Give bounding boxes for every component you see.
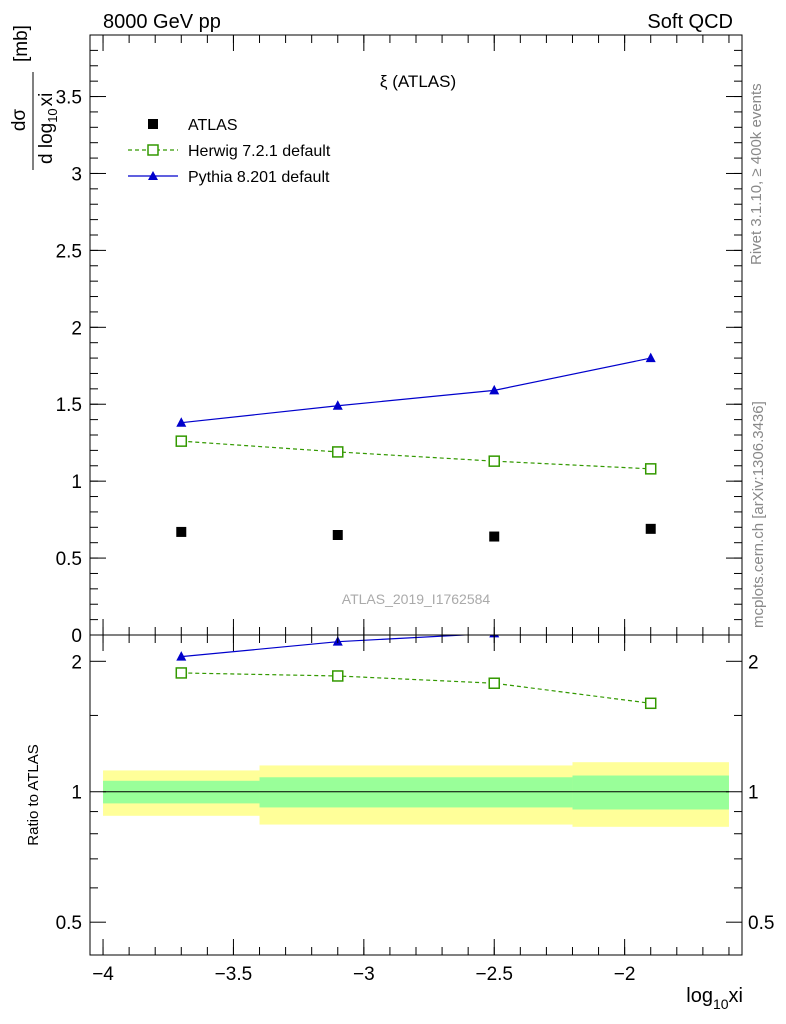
stat-band-2	[572, 775, 729, 810]
legend-item-pythia: Pythia 8.201 default	[128, 169, 330, 186]
main-y-axis-label: dσ d log10xi [mb]	[9, 25, 60, 170]
ratio-bands	[103, 762, 729, 827]
legend-label-pythia: Pythia 8.201 default	[188, 169, 330, 186]
ratio-y-axis-label: Ratio to ATLAS	[25, 744, 42, 845]
main-point-1-3	[644, 463, 657, 475]
main-ytick-label-4: 2	[71, 318, 82, 339]
legend: ATLAS Herwig 7.2.1 default Pythia 8.201 …	[128, 117, 331, 186]
main-point-0-2	[489, 531, 500, 542]
legend-item-atlas: ATLAS	[148, 117, 238, 134]
legend-marker-pythia	[148, 171, 158, 180]
main-point-1-1	[332, 446, 344, 458]
main-ytick-label-2: 1	[71, 472, 82, 493]
legend-label-atlas: ATLAS	[188, 117, 238, 134]
main-ytick-label-3: 1.5	[56, 395, 82, 416]
main-point-2-3	[645, 352, 656, 363]
main-line-1	[181, 440, 651, 470]
ratio-ytick-label-right-1: 1	[748, 783, 759, 804]
x-tick-label-2: −3	[353, 964, 375, 985]
rivet-label: Rivet 3.1.10, ≥ 400k events	[748, 83, 765, 265]
ratio-ytick-label-left-1: 1	[71, 783, 82, 804]
ratio-point-0-2	[488, 677, 500, 689]
ratio-ytick-label-left-2: 2	[71, 652, 82, 673]
mcplots-label: mcplots.cern.ch [arXiv:1306.3436]	[750, 401, 767, 628]
main-point-1-2	[488, 455, 500, 467]
main-point-0-3	[645, 523, 656, 534]
main-ytick-label-0: 0	[71, 626, 82, 647]
legend-marker-atlas	[148, 119, 158, 129]
header-left: 8000 GeV pp	[103, 11, 221, 33]
main-point-1-0	[175, 435, 188, 447]
ratio-point-0-1	[332, 670, 344, 682]
legend-label-herwig: Herwig 7.2.1 default	[188, 143, 331, 160]
y-label-unit: [mb]	[11, 25, 32, 62]
ratio-point-0-3	[644, 697, 657, 710]
main-ytick-label-7: 3.5	[56, 88, 82, 109]
legend-item-herwig: Herwig 7.2.1 default	[128, 143, 331, 160]
x-tick-label-3: −2.5	[475, 964, 513, 985]
analysis-watermark: ATLAS_2019_I1762584	[342, 591, 491, 607]
main-point-2-2	[489, 384, 500, 395]
x-tick-label-4: −2	[614, 964, 636, 985]
main-point-2-1	[332, 400, 343, 410]
plot-title: ξ (ATLAS)	[380, 72, 456, 91]
legend-marker-herwig	[147, 144, 159, 156]
y-label-numerator: dσ	[9, 109, 30, 132]
ratio-panel: −4 −3.5 −3 −2.5 −2 0.5 0.5 1 1 2 2	[56, 606, 774, 985]
main-panel: 0 0.5 1 1.5 2 2.5 3 3.5	[56, 34, 743, 647]
main-ytick-label-1: 0.5	[56, 549, 82, 570]
main-ytick-label-5: 2.5	[56, 241, 82, 262]
x-tick-label-1: −3.5	[215, 964, 253, 985]
ratio-point-1-0	[176, 651, 187, 661]
stat-band-1	[259, 777, 573, 808]
ratio-point-1-3	[646, 606, 656, 616]
ratio-ytick-label-right-2: 2	[748, 652, 759, 673]
main-point-0-1	[332, 530, 343, 540]
ratio-series	[175, 606, 657, 710]
ratio-line-0	[181, 672, 651, 704]
y-label-denominator: d log10xi	[36, 93, 60, 164]
x-tick-label-0: −4	[92, 964, 114, 985]
header-right: Soft QCD	[647, 11, 733, 33]
main-line-2	[181, 357, 651, 424]
main-point-0-0	[176, 526, 187, 537]
main-point-2-0	[176, 417, 187, 427]
ratio-ytick-label-right-0: 0.5	[748, 913, 774, 934]
ratio-ytick-label-left-0: 0.5	[56, 913, 82, 934]
ratio-point-0-0	[175, 667, 188, 679]
main-ytick-label-6: 3	[71, 164, 82, 185]
x-axis-label: log10xi	[686, 985, 743, 1012]
